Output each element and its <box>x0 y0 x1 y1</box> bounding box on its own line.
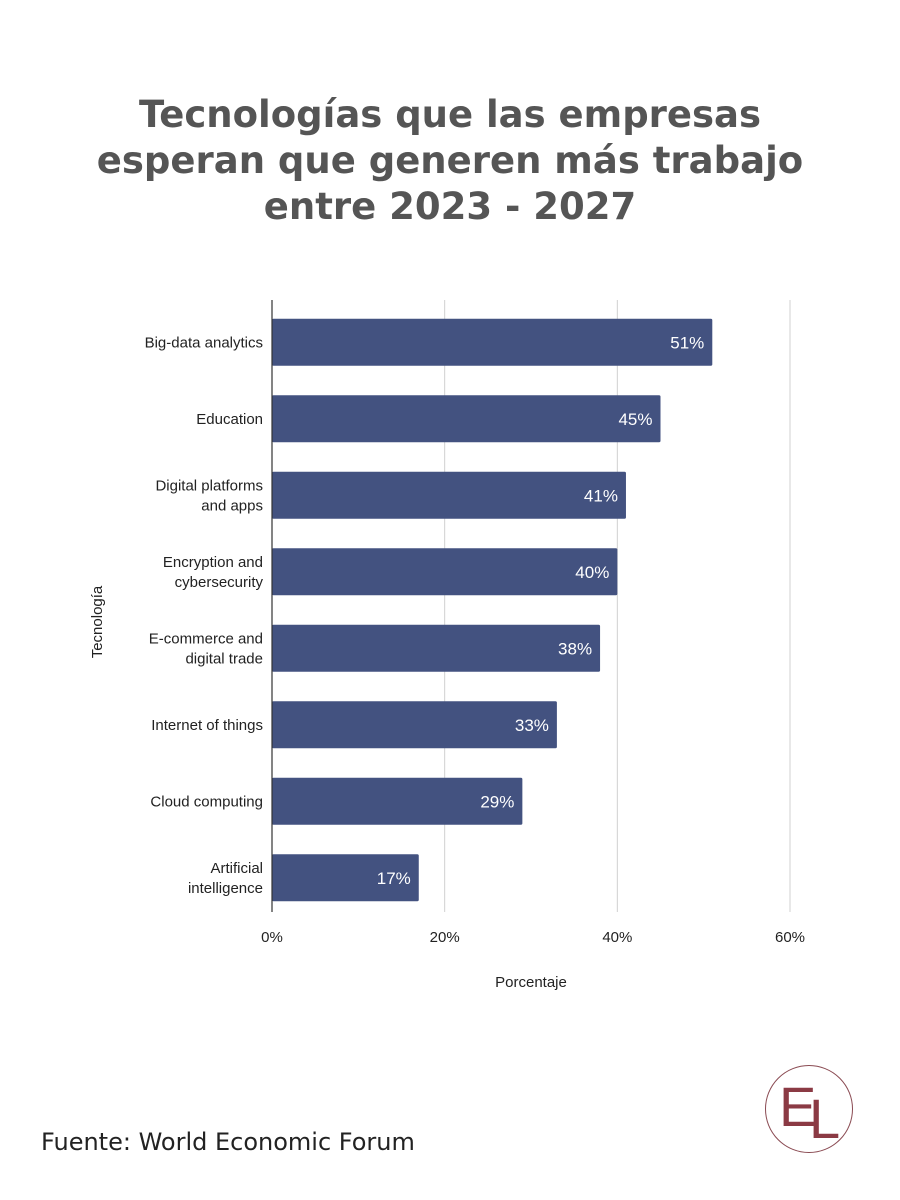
title-line: Tecnologías que las empresas <box>138 93 762 136</box>
x-tick-label: 0% <box>261 929 283 946</box>
data-label: 45% <box>618 410 652 429</box>
category-label: Internet of things <box>151 717 263 734</box>
category-label: digital trade <box>185 650 263 667</box>
data-label: 33% <box>515 716 549 735</box>
bar-chart: 0% 20% 40% 60% 51% Big-data analytics 45% Educa… <box>89 300 805 991</box>
data-label: 41% <box>584 486 618 505</box>
x-axis-title: Porcentaje <box>495 974 567 991</box>
title-line: entre 2023 - 2027 <box>263 185 637 228</box>
data-label: 40% <box>575 563 609 582</box>
bar <box>272 777 523 825</box>
category-label: Big-data analytics <box>145 334 263 351</box>
bar <box>272 471 626 519</box>
x-tick-label: 40% <box>602 929 632 946</box>
bar <box>272 318 713 366</box>
bar <box>272 701 557 749</box>
category-label: Encryption and <box>163 554 263 571</box>
bar <box>272 624 601 672</box>
bar <box>272 395 661 443</box>
category-label: cybersecurity <box>175 574 264 591</box>
title-line: esperan que generen más trabajo <box>96 139 804 182</box>
source-note: Fuente: World Economic Forum <box>41 1128 415 1156</box>
data-label: 38% <box>558 639 592 658</box>
bar <box>272 854 419 902</box>
category-label: Artificial <box>210 860 263 877</box>
data-label: 17% <box>377 869 411 888</box>
y-axis-title: Tecnología <box>89 585 106 658</box>
bar <box>272 548 618 596</box>
category-label: and apps <box>201 497 263 514</box>
category-label: Cloud computing <box>150 793 263 810</box>
data-label: 29% <box>480 792 514 811</box>
category-label: intelligence <box>188 880 263 897</box>
category-label: E-commerce and <box>149 630 263 647</box>
category-label: Education <box>196 411 263 428</box>
data-label: 51% <box>670 333 704 352</box>
chart-title: Tecnologías que las empresas esperan que… <box>0 92 900 230</box>
x-tick-label: 20% <box>430 929 460 946</box>
x-tick-label: 60% <box>775 929 805 946</box>
category-label: Digital platforms <box>155 477 263 494</box>
